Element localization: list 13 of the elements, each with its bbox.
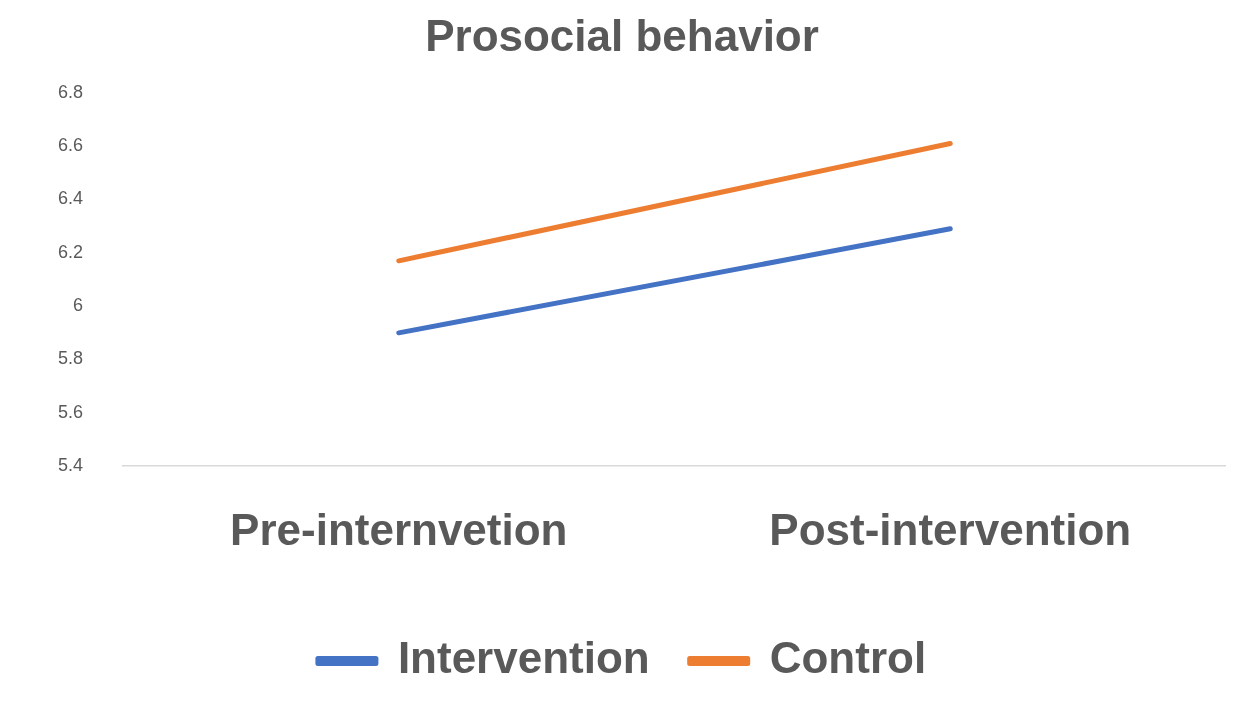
y-tick-label: 6: [73, 295, 84, 316]
x-tick-label: Pre-internvetion: [230, 504, 568, 554]
chart-title: Prosocial behavior: [425, 10, 819, 60]
y-tick-label: 6.8: [57, 81, 84, 102]
y-tick-label: 6.6: [57, 135, 84, 156]
y-tick-label: 5.4: [57, 455, 84, 476]
x-tick-label: Post-intervention: [769, 504, 1132, 554]
legend-label: Intervention: [397, 633, 650, 683]
y-tick-label: 6.4: [57, 188, 84, 209]
y-tick-label: 6.2: [57, 241, 84, 262]
legend-label: Control: [769, 633, 927, 683]
y-tick-label: 5.8: [57, 348, 84, 369]
y-tick-label: 5.6: [57, 401, 84, 422]
